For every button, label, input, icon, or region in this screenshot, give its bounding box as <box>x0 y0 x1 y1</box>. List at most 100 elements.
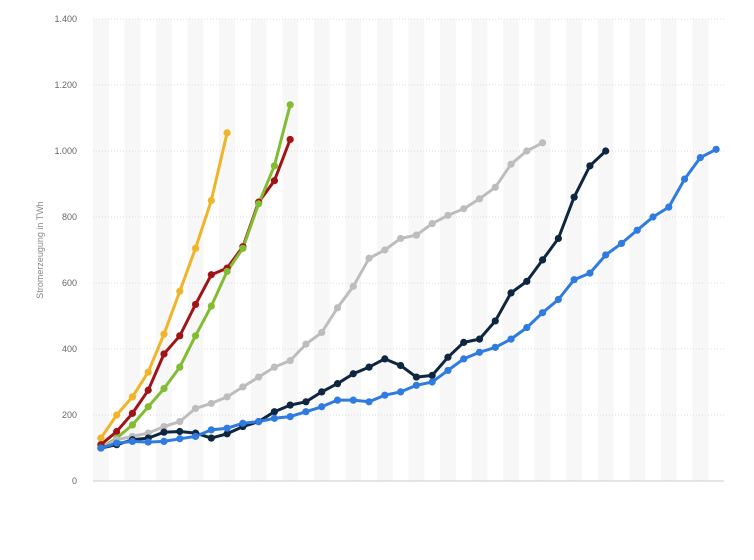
series-4-point <box>223 393 231 401</box>
series-2-point <box>270 177 279 185</box>
series-5-point <box>444 353 452 361</box>
series-4-point <box>333 304 342 312</box>
series-6-point <box>239 419 247 427</box>
series-5-point <box>475 335 484 343</box>
series-5-point <box>286 401 294 409</box>
series-6-point <box>397 388 405 396</box>
series-6-point <box>570 276 578 284</box>
series-6-point <box>318 403 326 411</box>
series-6-point <box>207 426 215 434</box>
series-6-point <box>333 396 342 404</box>
series-6-point <box>255 418 263 426</box>
series-6-point <box>365 398 373 406</box>
series-6-point <box>460 355 468 363</box>
series-5-point <box>460 338 468 346</box>
series-6-point <box>680 175 689 183</box>
series-6-point <box>113 439 121 447</box>
series-3-point <box>286 101 294 109</box>
series-5-point <box>507 289 515 297</box>
series-4-point <box>412 231 420 239</box>
series-6-point <box>538 309 547 317</box>
series-2-point <box>207 271 215 279</box>
series-4-point <box>176 418 184 426</box>
y-tick-label: 600 <box>62 278 77 288</box>
series-1-point <box>223 129 231 137</box>
series-6-point <box>633 226 641 234</box>
series-5-point <box>586 162 594 170</box>
column-band <box>250 19 267 481</box>
series-6-point <box>223 424 231 432</box>
column-band <box>282 19 299 481</box>
column-band <box>124 19 141 481</box>
y-tick-label: 400 <box>62 344 77 354</box>
series-4-point <box>491 183 499 191</box>
column-band <box>313 19 330 481</box>
series-line-6 <box>99 147 718 450</box>
series-6-point <box>554 295 562 304</box>
column-band <box>660 19 677 481</box>
series-1-point <box>144 368 152 376</box>
series-5-point <box>397 361 405 370</box>
series-3-point <box>239 244 247 252</box>
series-6-point <box>191 432 200 441</box>
series-5-point <box>318 388 326 396</box>
series-6-point <box>412 381 420 389</box>
series-6-point <box>523 323 531 332</box>
column-band <box>440 19 456 481</box>
series-5-point <box>412 373 420 381</box>
series-6-point <box>507 335 515 343</box>
series-2-point <box>144 386 152 394</box>
gridlines <box>93 18 724 416</box>
series-5-point <box>365 363 373 371</box>
series-5-point <box>602 147 610 155</box>
series-4-point <box>349 282 357 290</box>
series-1-point <box>113 411 121 419</box>
y-axis-ticks: 0 200 400 600 800 1.000 1.200 1.400 <box>54 14 77 486</box>
column-band <box>219 19 235 481</box>
series-6-point <box>491 343 499 351</box>
series-5-point <box>570 193 578 201</box>
series-1-point <box>160 330 168 338</box>
series-6-point <box>712 145 720 153</box>
y-tick-label: 1.200 <box>54 80 77 90</box>
series-4-point <box>191 404 200 412</box>
column-band <box>692 19 709 481</box>
series-points <box>97 101 720 452</box>
series-3-point <box>207 302 215 310</box>
series-3-point <box>176 363 184 371</box>
column-band <box>629 19 646 481</box>
series-1-point <box>207 196 215 205</box>
series-4-point <box>444 211 452 219</box>
series-6-point <box>617 239 626 247</box>
column-band <box>408 19 425 481</box>
series-4-point <box>507 160 515 168</box>
column-band <box>534 19 551 481</box>
series-2-point <box>113 427 121 436</box>
series-6-point <box>381 391 389 399</box>
series-6-point <box>97 444 105 452</box>
y-axis-title: Stromerzeugung in TWh <box>35 201 45 298</box>
series-4-point <box>318 328 326 337</box>
series-1-point <box>191 244 200 252</box>
series-1-point <box>97 434 105 442</box>
series-2-point <box>191 300 200 309</box>
series-5-point <box>333 380 342 388</box>
y-tick-label: 1.000 <box>54 146 77 156</box>
y-tick-label: 1.400 <box>54 14 77 24</box>
series-6-point <box>270 414 279 422</box>
series-6-point <box>586 269 594 277</box>
series-4-point <box>523 147 531 155</box>
series-3-point <box>191 332 200 340</box>
series-4-point <box>475 195 484 203</box>
series-5-point <box>523 277 531 285</box>
series-6-point <box>696 154 704 162</box>
series-6-point <box>649 213 657 221</box>
series-4-point <box>302 340 310 348</box>
series-6-point <box>475 348 484 356</box>
series-6-point <box>144 438 152 446</box>
column-band <box>566 19 583 481</box>
column-band <box>503 19 519 481</box>
series-6-point <box>286 413 294 421</box>
